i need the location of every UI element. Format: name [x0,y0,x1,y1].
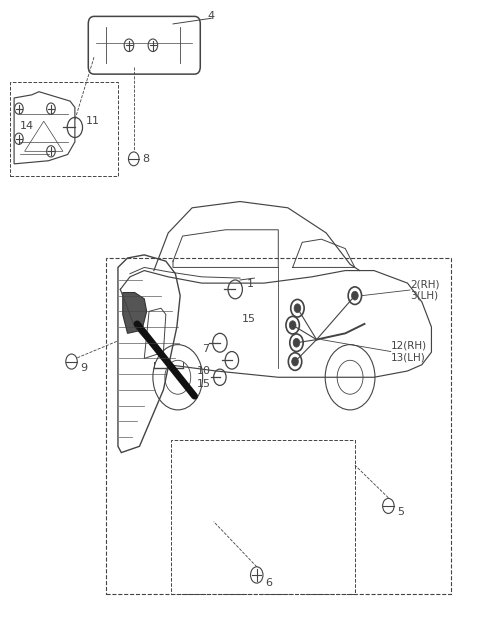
Text: 2(RH): 2(RH) [410,279,439,289]
Text: 15: 15 [197,379,211,389]
Text: 12(RH): 12(RH) [391,341,427,351]
Circle shape [293,338,300,347]
Bar [106,258,451,594]
Text: 7: 7 [202,344,209,354]
Bar [10,82,118,176]
Text: 4: 4 [208,11,215,21]
Text: 5: 5 [397,507,404,517]
Circle shape [289,321,296,330]
Text: 8: 8 [143,154,149,164]
Text: 3(LH): 3(LH) [410,291,438,301]
Text: 14: 14 [20,121,34,131]
Text: 13(LH): 13(LH) [391,352,425,362]
Text: 1: 1 [247,279,254,289]
Circle shape [294,304,301,313]
Polygon shape [123,292,147,333]
Text: 10: 10 [197,366,211,376]
Text: 15: 15 [241,314,255,324]
Text: 11: 11 [86,116,100,126]
Bar [170,440,355,594]
Text: 9: 9 [80,363,87,373]
Circle shape [351,291,358,300]
Text: 6: 6 [265,578,272,588]
Circle shape [292,357,299,366]
